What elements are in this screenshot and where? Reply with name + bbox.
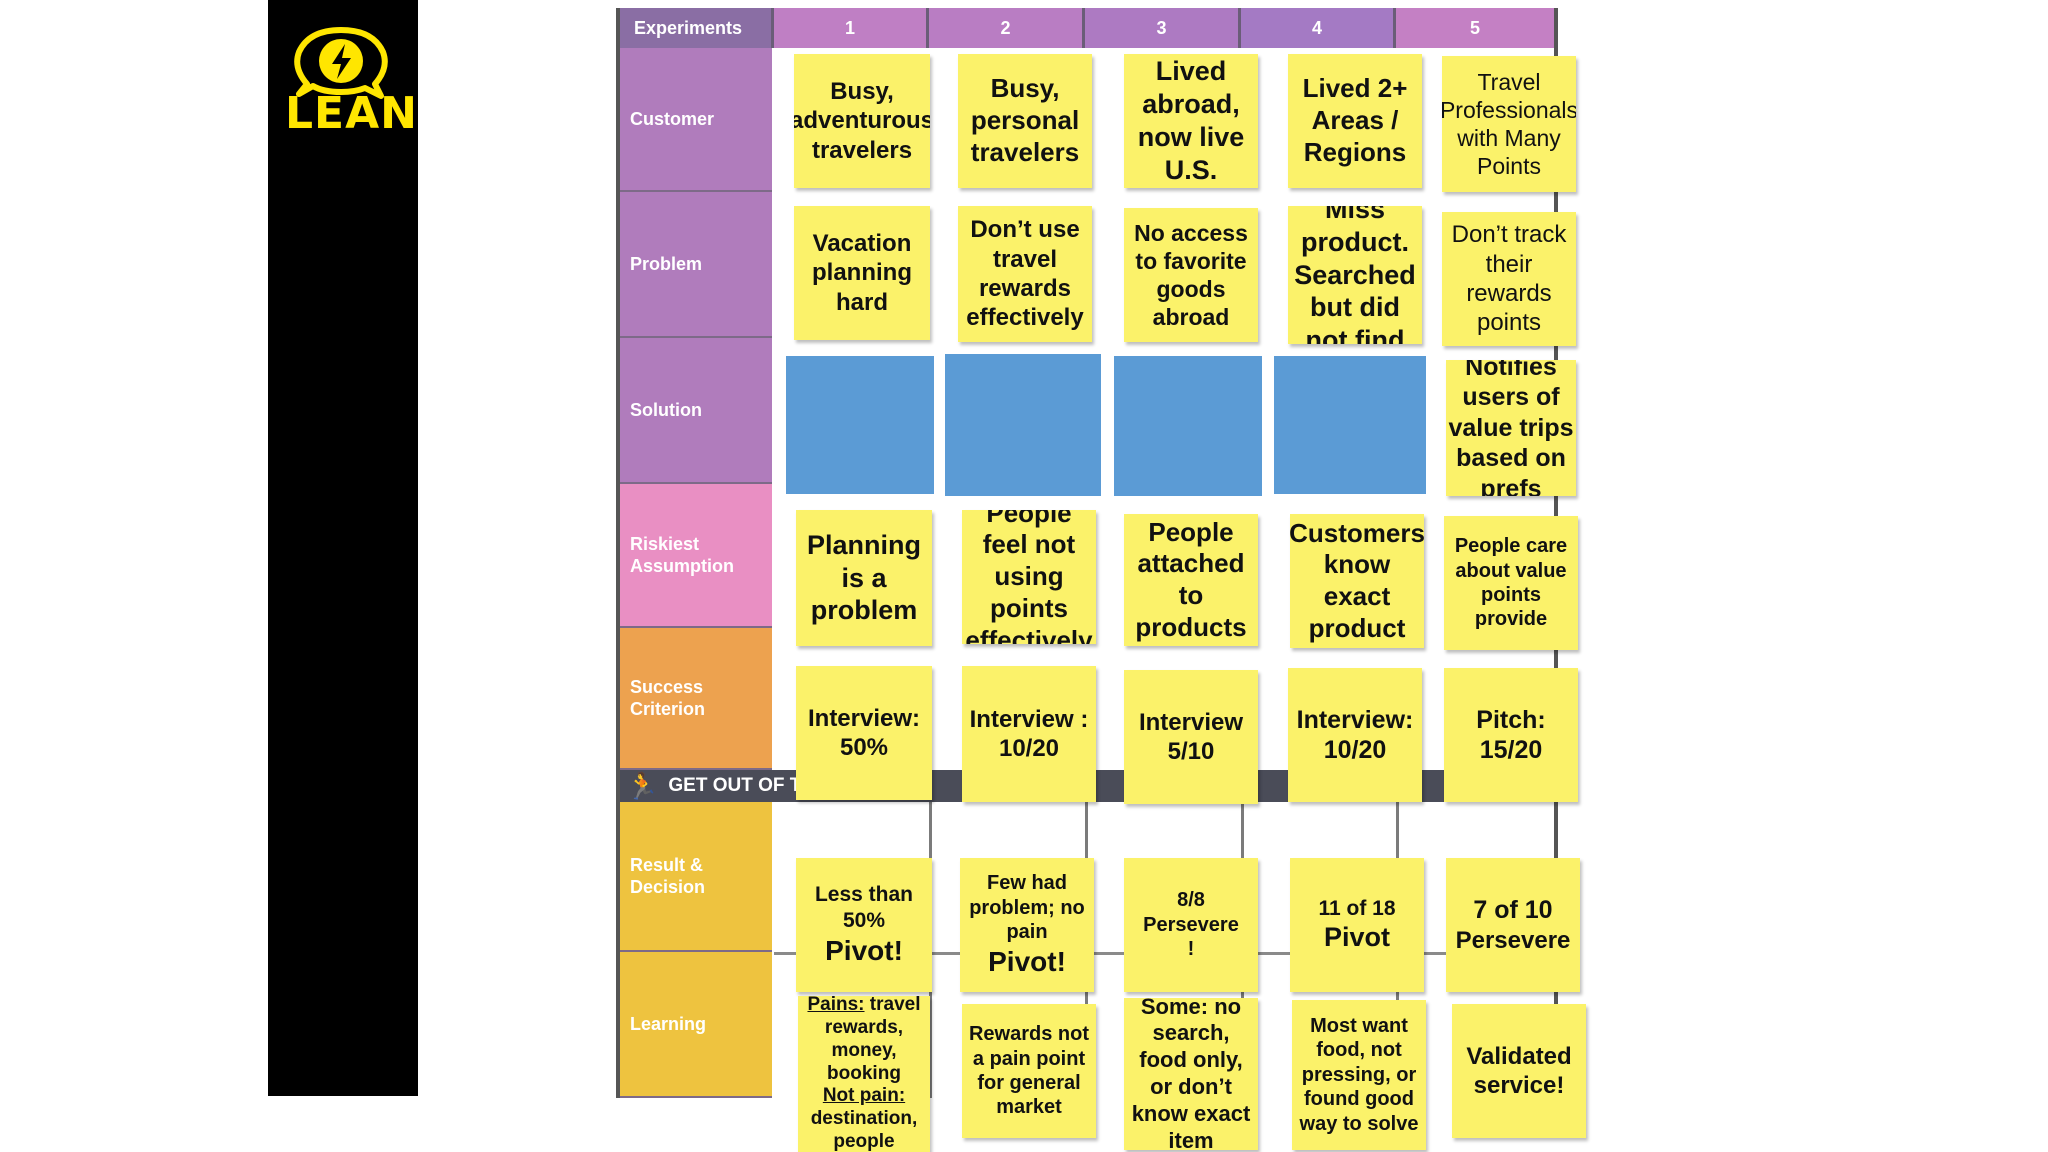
note-result-5-text: 7 of 10 xyxy=(1473,896,1553,925)
note-result-2: Few had problem; no pain Pivot! xyxy=(960,858,1094,992)
note-problem-1: Vacation planning hard xyxy=(794,206,930,340)
note-problem-2: Don’t use travel rewards effectively xyxy=(958,206,1092,342)
note-customer-3: Lived abroad, now live U.S. xyxy=(1124,54,1258,188)
note-learning-2: Rewards not a pain point for general mar… xyxy=(962,1004,1096,1138)
note-success-1: Interview: 50% xyxy=(796,666,932,800)
header-experiment-3: 3 xyxy=(1085,8,1241,48)
get-out-label: GET OUT OF T xyxy=(668,775,802,796)
note-learning-1-notpain: destination, people xyxy=(810,1108,918,1152)
note-learning-1-pains: travel rewards, money, booking xyxy=(824,996,921,1084)
logo-text: LEAN xyxy=(285,88,418,139)
left-sidebar xyxy=(268,0,418,1096)
note-riskiest-3: People attached to products xyxy=(1124,514,1258,646)
row-label-customer: Customer xyxy=(620,48,772,192)
note-result-3-text: 8/8 xyxy=(1177,889,1205,912)
note-learning-4: Most want food, not pressing, or found g… xyxy=(1292,1000,1426,1150)
note-customer-1: Busy, adventurous travelers xyxy=(794,54,930,188)
blue-sticky-solution-4 xyxy=(1274,356,1426,494)
blue-sticky-solution-1 xyxy=(786,356,934,494)
header-experiments: Experiments xyxy=(620,8,774,48)
note-problem-4: Miss product. Searched but did not find xyxy=(1288,206,1422,344)
note-result-4-text: 11 of 18 xyxy=(1318,896,1396,920)
header-experiment-1: 1 xyxy=(774,8,929,48)
note-success-4: Interview: 10/20 xyxy=(1288,668,1422,802)
note-result-4-decision: Pivot xyxy=(1323,922,1390,953)
note-result-2-decision: Pivot! xyxy=(988,945,1066,977)
blue-sticky-solution-3 xyxy=(1114,356,1262,496)
note-customer-5: Travel Professionals with Many Points xyxy=(1442,56,1576,192)
note-result-5-decision: Persevere xyxy=(1455,926,1571,954)
lean-logo-icon xyxy=(294,27,388,99)
row-label-success-criterion: Success Criterion xyxy=(620,628,772,770)
note-learning-1: Pains: travel rewards, money, booking No… xyxy=(798,996,930,1152)
note-result-3-decision: Persevere ! xyxy=(1143,913,1239,961)
note-result-1: Less than 50% Pivot! xyxy=(796,858,932,992)
note-riskiest-4: Customers know exact product xyxy=(1290,514,1424,648)
running-person-icon: 🏃 xyxy=(626,770,659,801)
note-customer-4: Lived 2+ Areas / Regions xyxy=(1288,54,1422,188)
note-success-2: Interview : 10/20 xyxy=(962,666,1096,802)
note-riskiest-5: People care about value points provide xyxy=(1444,516,1578,650)
note-result-4: 11 of 18 Pivot xyxy=(1290,858,1424,992)
row-label-learning: Learning xyxy=(620,952,772,1098)
note-solution-5: Notifies users of value trips based on p… xyxy=(1446,360,1576,496)
note-success-3: Interview 5/10 xyxy=(1124,670,1258,804)
note-result-2-text: Few had problem; no pain xyxy=(969,872,1085,944)
header-experiment-2: 2 xyxy=(929,8,1085,48)
header-experiment-5: 5 xyxy=(1396,8,1558,48)
note-customer-2: Busy, personal travelers xyxy=(958,54,1092,188)
blue-sticky-solution-2 xyxy=(945,354,1101,496)
note-learning-5: Validated service! xyxy=(1452,1004,1586,1138)
note-learning-1-pains-label: Pains: xyxy=(807,996,865,1016)
note-success-5: Pitch: 15/20 xyxy=(1444,668,1578,802)
note-learning-3: Some: no search, food only, or don’t kno… xyxy=(1124,998,1258,1150)
note-riskiest-1: Planning is a problem xyxy=(796,510,932,646)
row-label-result-decision: Result & Decision xyxy=(620,802,772,952)
header-experiment-4: 4 xyxy=(1241,8,1396,48)
note-learning-1-notpain-label: Not pain: xyxy=(822,1085,906,1107)
note-result-5: 7 of 10 Persevere xyxy=(1446,858,1580,992)
note-result-1-decision: Pivot! xyxy=(825,934,903,966)
note-problem-3: No access to favorite goods abroad xyxy=(1124,208,1258,342)
note-problem-5: Don’t track their rewards points xyxy=(1442,212,1576,346)
note-result-1-text: Less than 50% xyxy=(814,883,914,932)
row-label-problem: Problem xyxy=(620,192,772,338)
note-riskiest-2: People feel not using points effectively xyxy=(962,510,1096,644)
row-label-riskiest-assumption: Riskiest Assumption xyxy=(620,484,772,628)
row-label-solution: Solution xyxy=(620,338,772,484)
note-result-3: 8/8 Persevere ! xyxy=(1124,858,1258,992)
